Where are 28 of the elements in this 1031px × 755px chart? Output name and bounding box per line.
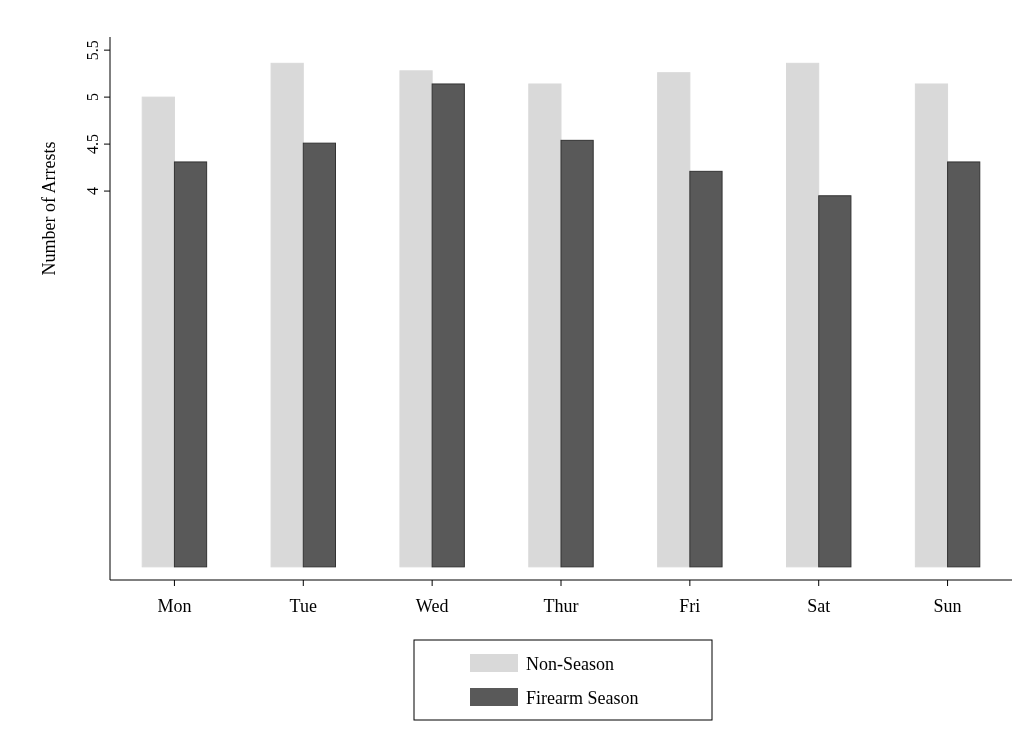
bar (914, 83, 949, 568)
y-tick-label: 5.5 (84, 40, 101, 61)
bar (689, 170, 723, 568)
bar (431, 83, 465, 568)
y-tick-label: 5 (84, 93, 101, 102)
x-tick-label: Mon (157, 596, 192, 616)
x-tick-label: Tue (289, 596, 317, 616)
y-tick-label: 4.5 (84, 134, 101, 155)
bar (270, 62, 304, 568)
legend-label: Non-Season (526, 654, 614, 674)
bar (818, 195, 852, 568)
bar (560, 139, 594, 568)
y-tick-label: 4 (84, 187, 101, 196)
x-tick-label: Wed (415, 596, 449, 616)
bar (173, 161, 208, 568)
x-tick-label: Fri (679, 596, 701, 616)
bar (399, 70, 433, 568)
legend-label: Firearm Season (526, 688, 639, 708)
bar (141, 96, 175, 568)
x-tick-label: Sat (807, 596, 831, 616)
bar (657, 72, 691, 568)
bar (947, 161, 981, 568)
bar (786, 62, 820, 568)
y-axis-title: Number of Arrests (39, 141, 59, 276)
bar (302, 142, 336, 568)
bar (528, 83, 562, 568)
x-tick-label: Sun (933, 596, 962, 616)
x-tick-label: Thur (543, 596, 579, 616)
